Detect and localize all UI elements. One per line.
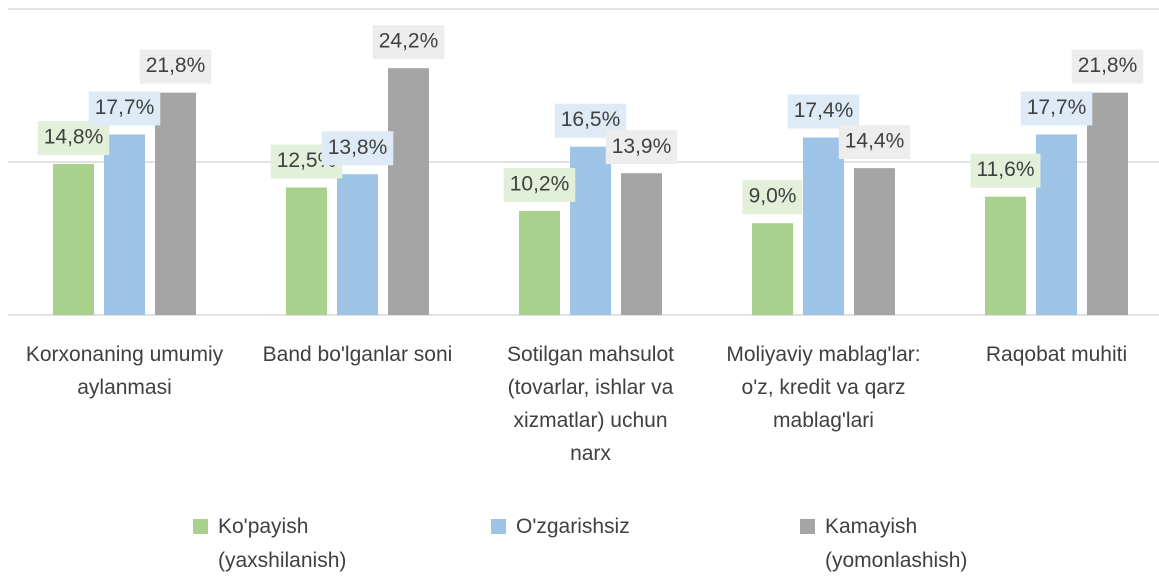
data-label-group: 14,4% xyxy=(838,125,911,160)
bar xyxy=(752,223,793,315)
data-label: 17,7% xyxy=(1027,96,1087,119)
data-label: 12,5% xyxy=(277,149,337,172)
legend-label: O'zgarishsiz xyxy=(516,515,630,538)
x-tick-label: Raqobat muhiti xyxy=(986,343,1127,366)
data-label: 9,0% xyxy=(749,185,797,208)
x-tick-label: Korxonaning umumiy aylanmasi xyxy=(26,343,224,399)
text-line: Moliyaviy mablag'lar: xyxy=(726,343,920,366)
bar xyxy=(854,168,895,315)
data-label-group: 13,9% xyxy=(605,130,678,165)
data-label-group: 21,8% xyxy=(139,49,212,84)
data-label-group: 12,5% xyxy=(270,144,343,179)
legend-swatch xyxy=(491,519,506,534)
data-label: 11,6% xyxy=(977,158,1035,181)
data-label: 17,4% xyxy=(794,99,854,122)
text-line: (yomonlashish) xyxy=(825,549,967,572)
data-label: 14,8% xyxy=(44,126,104,149)
data-label-bg xyxy=(838,125,911,160)
text-line: (yaxshilanish) xyxy=(218,549,346,572)
text-line: Kamayish xyxy=(825,515,917,538)
bar xyxy=(337,174,378,315)
text-line: Korxonaning umumiy xyxy=(26,343,224,366)
data-label-group: 24,2% xyxy=(372,25,445,60)
text-line: narx xyxy=(570,442,611,465)
data-label-group: 14,8% xyxy=(37,121,110,156)
data-label-group: 21,8% xyxy=(1071,49,1144,84)
legend-label: Ko'payish (yaxshilanish) xyxy=(218,515,346,572)
data-label-group: 9,0% xyxy=(742,180,803,215)
data-label: 10,2% xyxy=(510,173,570,196)
text-line: Ko'payish xyxy=(218,515,308,538)
text-line: O'zgarishsiz xyxy=(516,515,630,538)
text-line: Band bo'lganlar soni xyxy=(263,343,453,366)
data-label-group: 17,7% xyxy=(88,91,161,126)
x-tick-label: Sotilgan mahsulot (tovarlar, ishlar va xiz… xyxy=(507,343,674,465)
bar xyxy=(1036,134,1077,315)
data-label-bg xyxy=(605,130,678,165)
data-label-bg xyxy=(970,153,1041,188)
bar xyxy=(104,134,145,315)
bar xyxy=(519,210,560,315)
data-label-group: 11,6% xyxy=(970,153,1041,188)
data-label: 17,7% xyxy=(95,96,155,119)
text-line: mablag'lari xyxy=(773,409,874,432)
data-label-bg xyxy=(37,121,110,156)
bar xyxy=(570,146,611,315)
data-label: 21,8% xyxy=(1078,54,1138,77)
data-label-bg xyxy=(88,91,161,126)
legend-swatch xyxy=(193,519,208,534)
legend-label: Kamayish (yomonlashish) xyxy=(825,515,967,572)
data-label: 24,2% xyxy=(379,30,439,53)
x-tick-label: Band bo'lganlar soni xyxy=(263,343,453,366)
data-label-bg xyxy=(372,25,445,60)
data-label-bg xyxy=(1020,91,1093,126)
x-tick-label: Moliyaviy mablag'lar: o'z, kredit va qarz… xyxy=(726,343,920,432)
bar xyxy=(803,137,844,315)
data-label: 13,9% xyxy=(612,135,672,158)
data-label-bg xyxy=(787,94,860,129)
data-label-group: 17,4% xyxy=(787,94,860,129)
data-label-bg xyxy=(321,131,394,166)
data-label: 13,8% xyxy=(328,136,388,159)
bar xyxy=(155,92,196,315)
data-label-bg xyxy=(139,49,212,84)
text-line: Raqobat muhiti xyxy=(986,343,1127,366)
data-label-group: 13,8% xyxy=(321,131,394,166)
text-line: (tovarlar, ishlar va xyxy=(508,376,674,399)
bar xyxy=(53,164,94,315)
legend-swatch xyxy=(800,519,815,534)
data-label-bg xyxy=(742,180,803,215)
bar xyxy=(985,196,1026,315)
text-line: aylanmasi xyxy=(77,376,172,399)
data-label: 21,8% xyxy=(146,54,206,77)
bar xyxy=(388,68,429,315)
data-label-group: 10,2% xyxy=(503,167,576,202)
bar xyxy=(621,173,662,315)
data-label-bg xyxy=(1071,49,1144,84)
data-label-bg xyxy=(503,167,576,202)
bar xyxy=(1087,92,1128,315)
text-line: o'z, kredit va qarz xyxy=(742,376,906,399)
text-line: xizmatlar) uchun xyxy=(513,409,667,432)
data-label: 16,5% xyxy=(561,108,621,131)
bar xyxy=(286,187,327,315)
text-line: Sotilgan mahsulot xyxy=(507,343,674,366)
data-label: 14,4% xyxy=(845,130,905,153)
data-label-group: 17,7% xyxy=(1020,91,1093,126)
